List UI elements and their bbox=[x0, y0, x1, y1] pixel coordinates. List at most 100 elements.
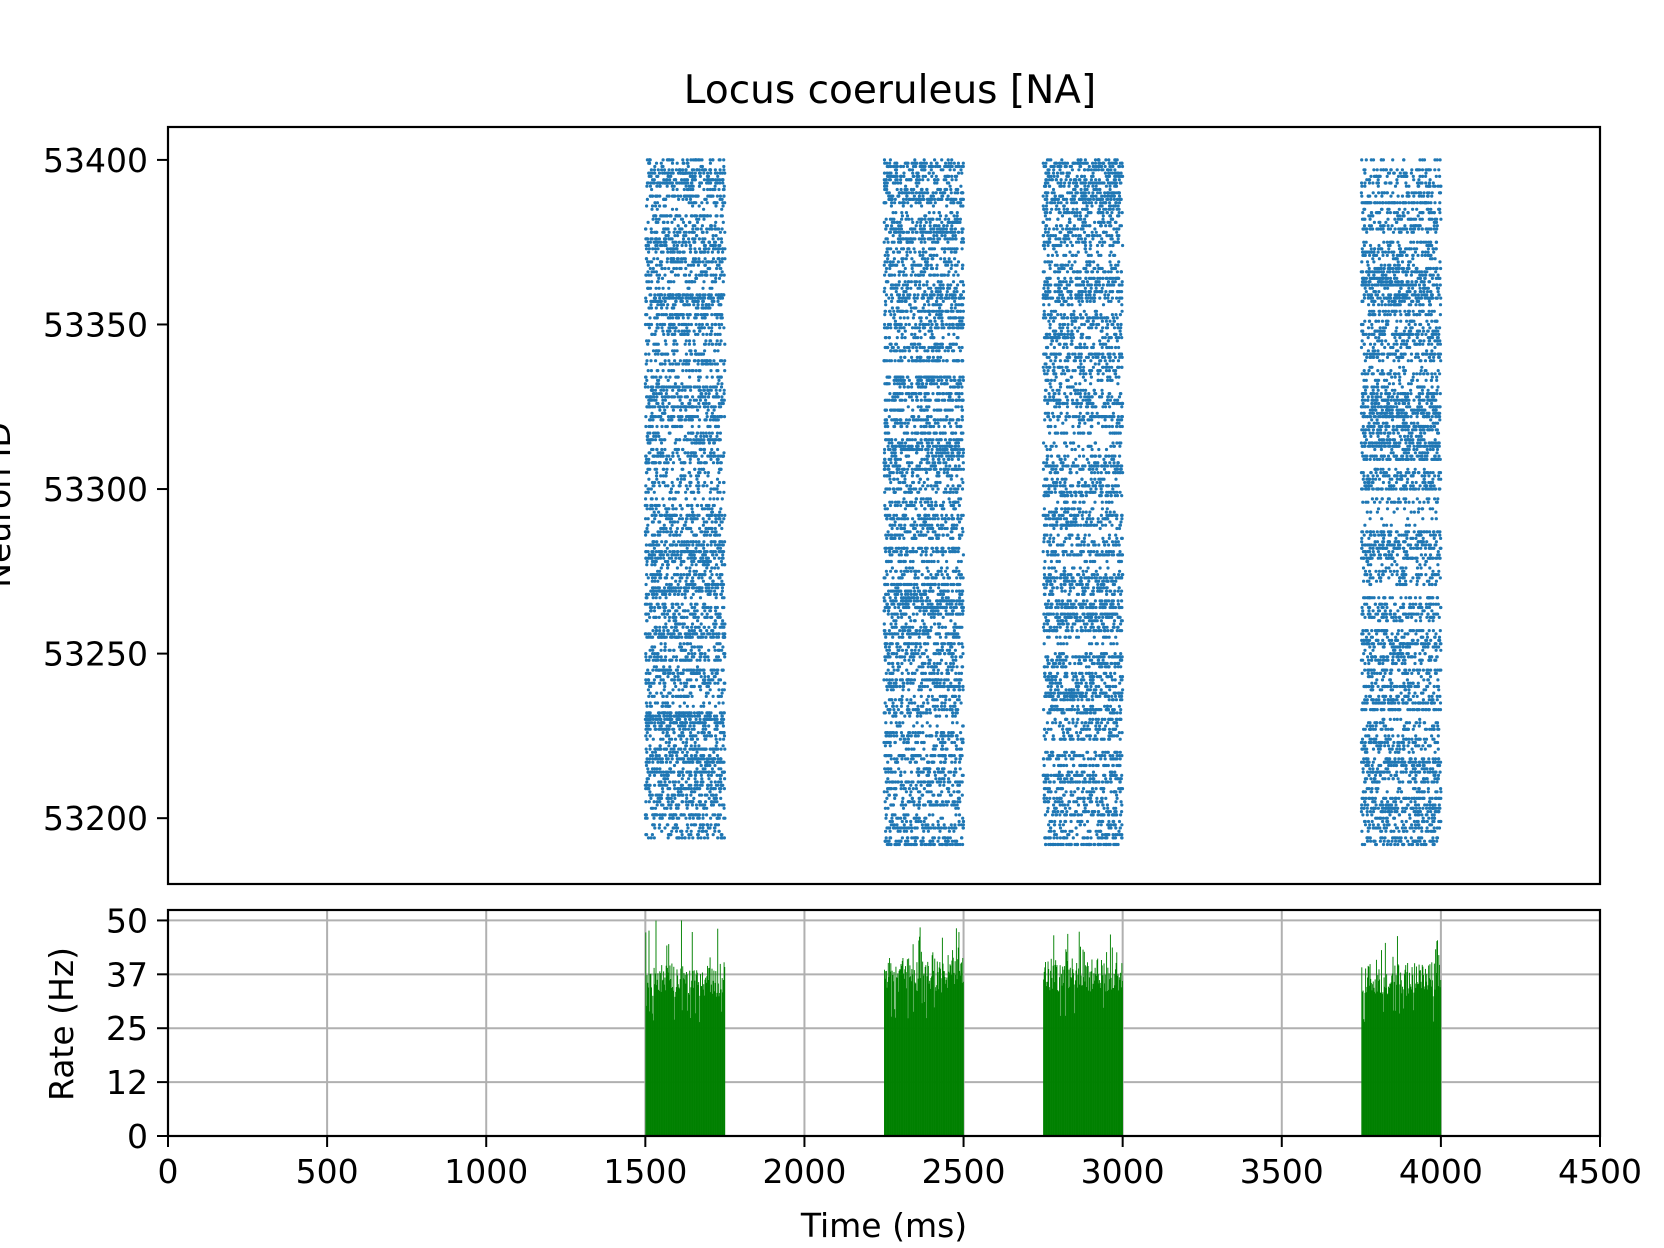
spike-dot bbox=[696, 471, 701, 475]
spike-dot bbox=[649, 609, 653, 613]
spike-dot bbox=[655, 273, 659, 277]
spike-dot bbox=[693, 714, 697, 718]
spike-dot bbox=[664, 740, 668, 745]
spike-dot bbox=[660, 276, 665, 280]
spike-dot bbox=[665, 612, 669, 616]
spike-dot bbox=[653, 750, 658, 754]
spike-dot bbox=[685, 546, 689, 550]
spike-dot bbox=[646, 467, 650, 471]
spike-dot bbox=[894, 793, 898, 797]
spike-dot bbox=[959, 737, 963, 741]
spike-dot bbox=[712, 441, 717, 445]
spike-dot bbox=[704, 418, 708, 422]
spike-dot bbox=[715, 418, 719, 422]
spike-dot bbox=[661, 731, 665, 735]
spike-dot bbox=[649, 704, 654, 708]
spike-dot bbox=[687, 777, 691, 781]
spike-dot bbox=[922, 787, 927, 791]
spike-dot bbox=[702, 441, 706, 445]
spike-dot bbox=[668, 609, 672, 613]
spike-dot bbox=[693, 609, 697, 613]
spike-dot bbox=[705, 273, 709, 277]
spike-dot bbox=[900, 800, 905, 804]
spike-dot bbox=[684, 579, 688, 583]
spike-dot bbox=[703, 569, 707, 573]
spike-dot bbox=[709, 451, 713, 455]
spike-dot bbox=[656, 431, 660, 435]
spike-dot bbox=[650, 579, 654, 583]
spike-dot bbox=[662, 688, 666, 692]
spike-dot bbox=[682, 681, 687, 685]
spike-dot bbox=[666, 415, 671, 419]
spike-dot bbox=[688, 635, 692, 639]
spike-dot bbox=[648, 681, 652, 685]
spike-dot bbox=[682, 724, 686, 728]
spike-dot bbox=[666, 770, 670, 774]
spike-dot bbox=[699, 270, 703, 274]
spike-dot bbox=[689, 823, 694, 827]
spike-dot bbox=[901, 796, 905, 801]
spike-dot bbox=[655, 395, 659, 399]
spike-dot bbox=[934, 800, 938, 804]
spike-dot bbox=[702, 207, 706, 211]
spike-dot bbox=[684, 684, 688, 689]
spike-dot bbox=[721, 724, 726, 728]
spike-dot bbox=[695, 665, 700, 669]
spike-dot bbox=[654, 589, 659, 593]
spike-dot bbox=[658, 243, 663, 248]
spike-dot bbox=[702, 836, 707, 840]
spike-dot bbox=[681, 171, 685, 175]
spike-dot bbox=[721, 619, 725, 623]
spike-dot bbox=[687, 711, 691, 715]
spike-dot bbox=[647, 418, 652, 422]
spike-dot bbox=[716, 263, 720, 267]
spike-dot bbox=[652, 178, 656, 182]
spike-dot bbox=[653, 605, 657, 610]
spike-dot bbox=[665, 424, 669, 429]
spike-dot bbox=[651, 550, 655, 554]
spike-dot bbox=[645, 619, 649, 623]
spike-dot bbox=[647, 247, 652, 251]
spike-dot bbox=[650, 754, 655, 758]
spike-dot bbox=[679, 648, 683, 652]
spike-dot bbox=[704, 303, 709, 307]
spike-dot bbox=[672, 342, 676, 346]
spike-dot bbox=[665, 395, 670, 399]
spike-dot bbox=[696, 480, 700, 485]
spike-dot bbox=[648, 398, 652, 402]
spike-dot bbox=[694, 563, 698, 567]
spike-dot bbox=[667, 266, 671, 271]
spike-dot bbox=[694, 454, 698, 458]
spike-dot bbox=[664, 313, 668, 317]
spike-dot bbox=[697, 168, 701, 172]
spike-dot bbox=[926, 773, 931, 778]
spike-dot bbox=[722, 326, 726, 330]
spike-dot bbox=[681, 293, 685, 297]
spike-dot bbox=[668, 517, 672, 521]
spike-dot bbox=[710, 362, 714, 366]
spike-dot bbox=[708, 266, 712, 271]
spike-dot bbox=[644, 760, 648, 764]
spike-dot bbox=[695, 747, 699, 751]
spike-dot bbox=[663, 398, 668, 402]
spike-dot bbox=[720, 270, 724, 274]
spike-dot bbox=[691, 747, 695, 751]
spike-dot bbox=[685, 681, 689, 685]
spike-dot bbox=[648, 734, 652, 738]
spike-dot bbox=[689, 770, 693, 774]
spike-dot bbox=[713, 540, 717, 544]
spike-dot bbox=[708, 533, 712, 537]
spike-dot bbox=[722, 388, 726, 392]
spike-dot bbox=[650, 447, 654, 452]
spike-dot bbox=[680, 592, 684, 597]
spike-dot bbox=[723, 747, 727, 751]
spike-dot bbox=[942, 760, 946, 764]
spike-dot bbox=[683, 836, 687, 840]
spike-dot bbox=[650, 576, 655, 580]
spike-dot bbox=[667, 401, 671, 406]
spike-dot bbox=[664, 526, 668, 531]
spike-dot bbox=[698, 214, 702, 218]
spike-dot bbox=[910, 747, 914, 751]
spike-dot bbox=[693, 250, 698, 254]
spike-dot bbox=[700, 392, 704, 396]
